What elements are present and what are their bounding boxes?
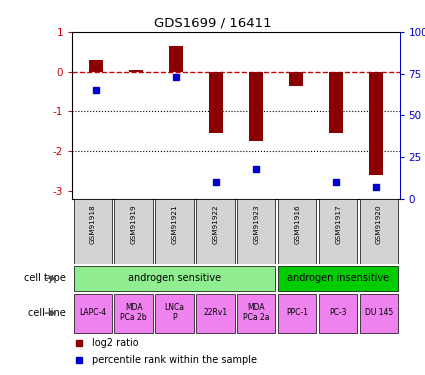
Bar: [319, 200, 357, 264]
Bar: [237, 200, 275, 264]
Text: 22Rv1: 22Rv1: [203, 308, 227, 317]
Bar: [156, 294, 194, 333]
Bar: [74, 200, 112, 264]
Bar: [249, 72, 263, 141]
Text: GSM91919: GSM91919: [130, 204, 136, 244]
Bar: [114, 294, 153, 333]
Text: MDA
PCa 2b: MDA PCa 2b: [120, 303, 147, 322]
Text: GSM91920: GSM91920: [376, 204, 382, 244]
Bar: [209, 72, 223, 133]
Text: GSM91921: GSM91921: [172, 204, 178, 244]
Text: GSM91922: GSM91922: [212, 204, 218, 244]
Text: PC-3: PC-3: [329, 308, 347, 317]
Text: GSM91923: GSM91923: [253, 204, 259, 244]
Text: GSM91917: GSM91917: [335, 204, 341, 244]
Bar: [278, 266, 398, 291]
Bar: [156, 200, 194, 264]
Bar: [278, 294, 316, 333]
Text: LNCa
P: LNCa P: [164, 303, 184, 322]
Text: percentile rank within the sample: percentile rank within the sample: [92, 355, 257, 365]
Text: androgen insensitive: androgen insensitive: [287, 273, 389, 283]
Bar: [74, 266, 275, 291]
Text: MDA
PCa 2a: MDA PCa 2a: [243, 303, 269, 322]
Bar: [278, 200, 316, 264]
Text: DU 145: DU 145: [365, 308, 393, 317]
Text: androgen sensitive: androgen sensitive: [128, 273, 221, 283]
Bar: [368, 72, 383, 175]
Bar: [237, 294, 275, 333]
Text: GSM91916: GSM91916: [294, 204, 300, 244]
Bar: [74, 294, 112, 333]
Bar: [169, 46, 183, 72]
Bar: [196, 200, 235, 264]
Bar: [360, 200, 398, 264]
Text: cell type: cell type: [24, 273, 66, 284]
Text: PPC-1: PPC-1: [286, 308, 308, 317]
Bar: [319, 294, 357, 333]
Bar: [196, 294, 235, 333]
Text: GDS1699 / 16411: GDS1699 / 16411: [154, 17, 271, 30]
Bar: [114, 200, 153, 264]
Bar: [329, 72, 343, 133]
Bar: [360, 294, 398, 333]
Text: LAPC-4: LAPC-4: [79, 308, 106, 317]
Bar: [129, 70, 143, 72]
Text: cell line: cell line: [28, 308, 66, 318]
Text: GSM91918: GSM91918: [90, 204, 96, 244]
Text: log2 ratio: log2 ratio: [92, 338, 139, 348]
Bar: [289, 72, 303, 86]
Bar: [89, 60, 103, 72]
